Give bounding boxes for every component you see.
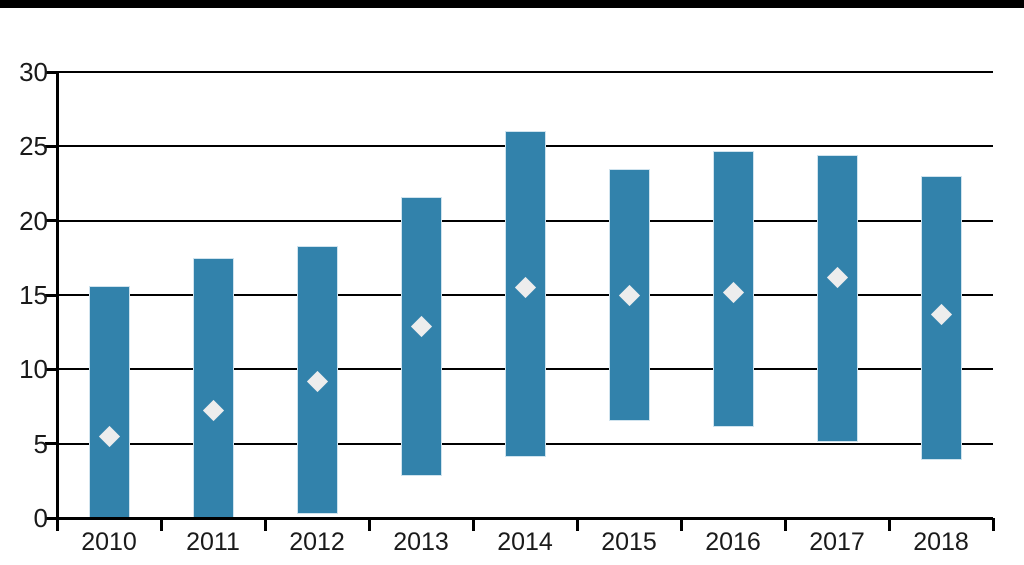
x-axis-label-2015: 2015 bbox=[601, 528, 657, 556]
gridline-y-30 bbox=[57, 71, 993, 73]
y-axis-tick-0 bbox=[45, 516, 57, 520]
y-axis-tick-label: 15 bbox=[19, 280, 48, 310]
range-bar-2017 bbox=[816, 155, 858, 443]
x-axis-tick-4 bbox=[471, 518, 475, 531]
x-axis-tick-6 bbox=[679, 518, 683, 531]
x-axis-tick-2 bbox=[263, 518, 267, 531]
y-axis-tick-label: 30 bbox=[19, 57, 48, 87]
y-axis-tick-25 bbox=[45, 144, 57, 148]
y-axis-tick-5 bbox=[45, 442, 57, 446]
range-bar-2010 bbox=[88, 286, 130, 518]
x-axis-tick-9 bbox=[991, 518, 995, 531]
x-axis-tick-0 bbox=[55, 518, 59, 531]
x-axis-label-2014: 2014 bbox=[497, 528, 553, 556]
x-axis-label-2010: 2010 bbox=[81, 528, 137, 556]
y-axis-tick-label: 25 bbox=[19, 131, 48, 162]
y-axis-tick-15 bbox=[45, 293, 57, 297]
x-axis-tick-1 bbox=[159, 518, 163, 531]
y-axis-tick-30 bbox=[45, 70, 57, 74]
y-axis-tick-label: 20 bbox=[19, 205, 48, 236]
x-axis-label-2013: 2013 bbox=[393, 528, 449, 556]
x-axis-label-2012: 2012 bbox=[289, 528, 345, 556]
x-axis-label-2011: 2011 bbox=[186, 528, 240, 556]
y-axis-tick-label: 0 bbox=[33, 503, 48, 533]
x-axis-line bbox=[57, 516, 993, 520]
top-black-band bbox=[0, 0, 1024, 8]
y-axis-line bbox=[55, 72, 59, 518]
range-bar-2011 bbox=[192, 257, 234, 518]
x-axis-label-2017: 2017 bbox=[809, 528, 865, 556]
x-axis-tick-5 bbox=[575, 518, 579, 531]
x-axis-tick-7 bbox=[783, 518, 787, 531]
y-axis-tick-label: 10 bbox=[19, 354, 48, 385]
y-axis-tick-20 bbox=[45, 219, 57, 223]
x-axis-label-2018: 2018 bbox=[913, 528, 969, 556]
y-axis-tick-10 bbox=[45, 367, 57, 371]
x-axis-tick-8 bbox=[887, 518, 891, 531]
range-bar-2018 bbox=[920, 176, 962, 461]
x-axis-label-2016: 2016 bbox=[705, 528, 761, 556]
y-axis-tick-label: 5 bbox=[33, 428, 48, 459]
x-axis-tick-3 bbox=[367, 518, 371, 531]
